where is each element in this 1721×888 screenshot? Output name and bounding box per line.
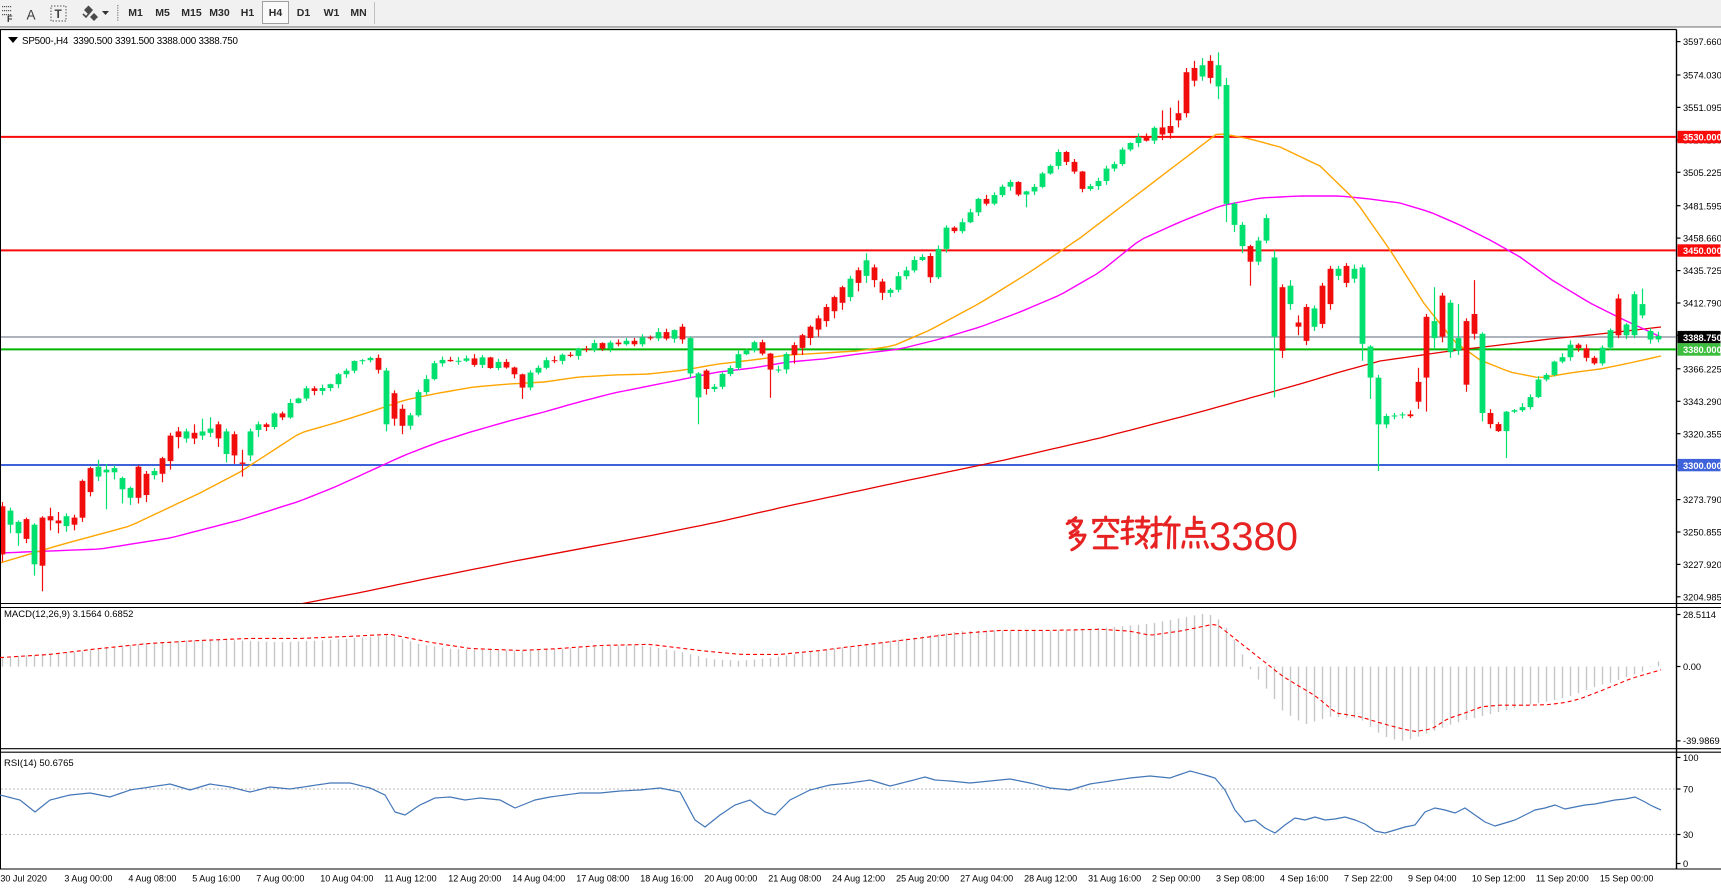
svg-text:3 Sep 08:00: 3 Sep 08:00 <box>1216 874 1265 884</box>
svg-text:11 Aug 12:00: 11 Aug 12:00 <box>384 874 436 884</box>
svg-text:15 Sep 00:00: 15 Sep 00:00 <box>1600 874 1654 884</box>
svg-text:3343.290: 3343.290 <box>1683 397 1721 407</box>
svg-text:5 Aug 16:00: 5 Aug 16:00 <box>192 874 240 884</box>
svg-text:-39.9869: -39.9869 <box>1683 736 1720 746</box>
svg-text:12 Aug 20:00: 12 Aug 20:00 <box>448 874 501 884</box>
svg-text:27 Aug 04:00: 27 Aug 04:00 <box>960 874 1013 884</box>
svg-text:4 Aug 08:00: 4 Aug 08:00 <box>128 874 176 884</box>
svg-text:3 Aug 00:00: 3 Aug 00:00 <box>64 874 112 884</box>
svg-text:3250.855: 3250.855 <box>1683 528 1721 538</box>
svg-text:SP500-,H4 3390.500 3391.500 3: SP500-,H4 3390.500 3391.500 3388.000 338… <box>22 36 239 47</box>
svg-text:3388.750: 3388.750 <box>1683 333 1721 343</box>
svg-text:9 Sep 04:00: 9 Sep 04:00 <box>1408 874 1457 884</box>
svg-text:20 Aug 00:00: 20 Aug 00:00 <box>704 874 757 884</box>
svg-text:0.00: 0.00 <box>1683 662 1701 672</box>
svg-text:30: 30 <box>1683 830 1693 840</box>
svg-text:3574.030: 3574.030 <box>1683 71 1721 81</box>
svg-text:70: 70 <box>1683 784 1693 794</box>
svg-text:3435.725: 3435.725 <box>1683 266 1721 276</box>
svg-text:MACD(12,26,9) 3.1564 0.6852: MACD(12,26,9) 3.1564 0.6852 <box>4 609 133 620</box>
svg-text:3273.790: 3273.790 <box>1683 495 1721 505</box>
svg-text:25 Aug 20:00: 25 Aug 20:00 <box>896 874 949 884</box>
svg-text:3505.225: 3505.225 <box>1683 168 1721 178</box>
svg-text:21 Aug 08:00: 21 Aug 08:00 <box>768 874 821 884</box>
svg-text:28 Aug 12:00: 28 Aug 12:00 <box>1024 874 1077 884</box>
svg-text:3380: 3380 <box>1209 515 1298 559</box>
svg-text:3450.000: 3450.000 <box>1683 246 1721 256</box>
svg-text:30 Jul 2020: 30 Jul 2020 <box>0 874 47 884</box>
svg-text:3597.660: 3597.660 <box>1683 37 1721 47</box>
svg-text:3300.000: 3300.000 <box>1683 461 1721 471</box>
svg-text:3366.225: 3366.225 <box>1683 364 1721 374</box>
svg-text:4 Sep 16:00: 4 Sep 16:00 <box>1280 874 1329 884</box>
svg-text:A: A <box>27 8 36 23</box>
svg-text:7 Aug 00:00: 7 Aug 00:00 <box>256 874 304 884</box>
svg-text:RSI(14) 50.6765: RSI(14) 50.6765 <box>4 758 74 769</box>
svg-text:T: T <box>55 7 63 21</box>
svg-text:3412.790: 3412.790 <box>1683 299 1721 309</box>
svg-text:100: 100 <box>1683 753 1699 763</box>
svg-text:11 Sep 20:00: 11 Sep 20:00 <box>1536 874 1589 884</box>
svg-text:10 Aug 04:00: 10 Aug 04:00 <box>320 874 373 884</box>
svg-text:3380.000: 3380.000 <box>1683 345 1721 355</box>
svg-text:7 Sep 22:00: 7 Sep 22:00 <box>1344 874 1393 884</box>
svg-text:3204.985: 3204.985 <box>1683 592 1721 602</box>
svg-text:2 Sep 00:00: 2 Sep 00:00 <box>1152 874 1201 884</box>
svg-text:31 Aug 16:00: 31 Aug 16:00 <box>1088 874 1141 884</box>
svg-text:0: 0 <box>1683 859 1688 869</box>
svg-text:3227.920: 3227.920 <box>1683 560 1721 570</box>
svg-text:17 Aug 08:00: 17 Aug 08:00 <box>576 874 629 884</box>
svg-text:24 Aug 12:00: 24 Aug 12:00 <box>832 874 885 884</box>
svg-text:18 Aug 16:00: 18 Aug 16:00 <box>640 874 693 884</box>
svg-text:3530.000: 3530.000 <box>1683 133 1721 143</box>
svg-text:28.5114: 28.5114 <box>1683 610 1716 620</box>
svg-text:3458.660: 3458.660 <box>1683 234 1721 244</box>
svg-text:3551.095: 3551.095 <box>1683 103 1721 113</box>
svg-text:F: F <box>7 14 13 24</box>
svg-text:3320.355: 3320.355 <box>1683 429 1721 439</box>
svg-text:14 Aug 04:00: 14 Aug 04:00 <box>512 874 565 884</box>
svg-text:10 Sep 12:00: 10 Sep 12:00 <box>1472 874 1526 884</box>
svg-text:3481.595: 3481.595 <box>1683 201 1721 211</box>
